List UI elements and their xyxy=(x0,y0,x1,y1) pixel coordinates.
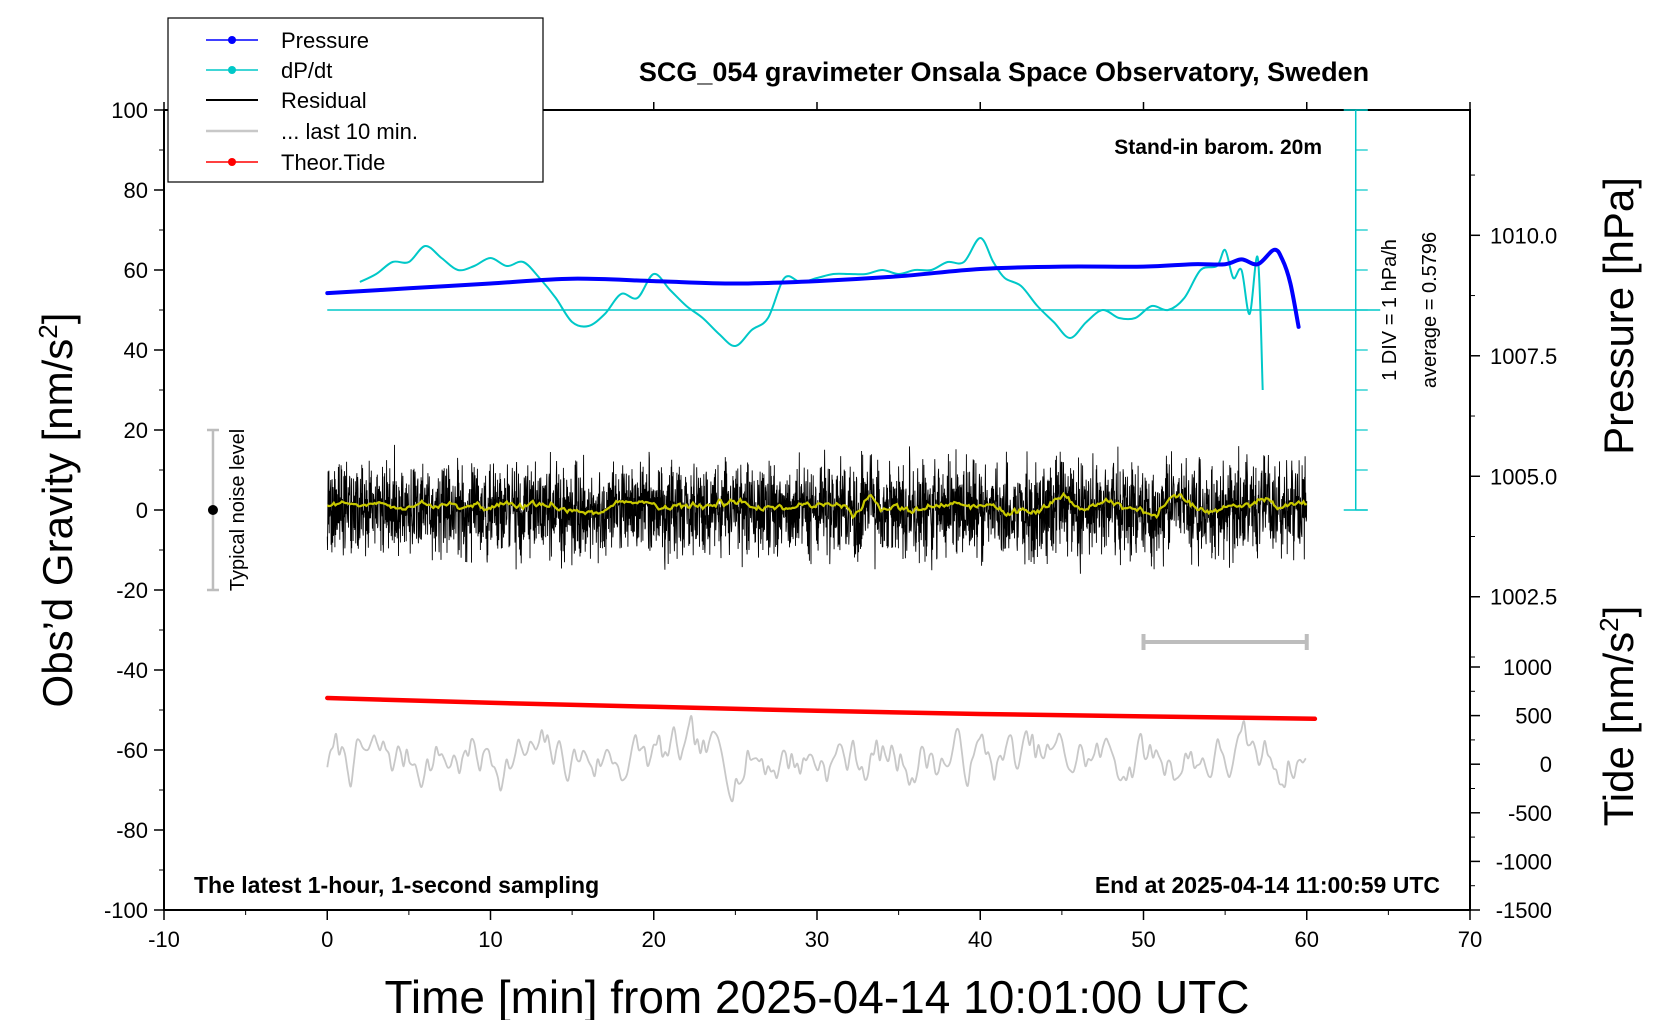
y-axis-label-pressure: Pressure [hPa] xyxy=(1595,177,1642,455)
legend-marker-dpdt xyxy=(228,66,236,74)
legend: Pressure dP/dt Residual ... last 10 min.… xyxy=(167,17,544,183)
tide-axis-ticks: -1500 -1000 -500 0 500 1000 xyxy=(1470,655,1552,923)
x-tick-label: 30 xyxy=(805,927,829,952)
tide-tick-label: -1000 xyxy=(1496,849,1552,874)
y-axis-label-left: Obs’d Gravity [nm/s2] xyxy=(33,313,81,708)
x-tick-label: 20 xyxy=(642,927,666,952)
legend-item-residual: Residual xyxy=(206,88,367,113)
residual-line xyxy=(326,444,1308,574)
legend-label-last-10-min: ... last 10 min. xyxy=(281,119,418,144)
y-tick-label: 100 xyxy=(111,98,148,123)
legend-item-last-10-min: ... last 10 min. xyxy=(206,119,418,144)
y-tick-label: 0 xyxy=(136,498,148,523)
y-axis-label-tide: Tide [nm/s2] xyxy=(1594,606,1642,827)
y-tick-label: -60 xyxy=(116,738,148,763)
legend-marker-theor-tide xyxy=(228,158,236,166)
tide-tick-label: 500 xyxy=(1515,704,1552,729)
noise-level-note: Typical noise level xyxy=(227,429,249,591)
tide-tick-label: 0 xyxy=(1540,752,1552,777)
residual-smoothed-line xyxy=(326,491,1307,520)
stand-in-barometer-note: Stand-in barom. 20m xyxy=(1114,136,1322,159)
legend-item-pressure: Pressure xyxy=(206,28,369,53)
theoretical-tide-series xyxy=(325,695,1318,722)
tide-tick-label: -500 xyxy=(1508,801,1552,826)
pressure-tick-label: 1002.5 xyxy=(1490,585,1557,610)
legend-label-dpdt: dP/dt xyxy=(281,58,332,83)
pressure-tick-label: 1010.0 xyxy=(1490,223,1557,248)
chart-title: SCG_054 gravimeter Onsala Space Observat… xyxy=(639,57,1369,87)
y-axis-ticks: -100 -80 -60 -40 -20 0 20 40 60 80 100 xyxy=(104,98,164,923)
pressure-axis-ticks: 1002.5 1005.0 1007.5 1010.0 xyxy=(1470,174,1557,658)
y-tick-label: -20 xyxy=(116,578,148,603)
y-tick-label: -80 xyxy=(116,818,148,843)
x-tick-label: 60 xyxy=(1295,927,1319,952)
ten-minute-bar xyxy=(1141,634,1309,650)
x-tick-label: 40 xyxy=(968,927,992,952)
last-10-min-series xyxy=(326,715,1307,803)
pressure-tick-label: 1005.0 xyxy=(1490,464,1557,489)
theoretical-tide-line xyxy=(325,695,1318,722)
end-time-note: End at 2025-04-14 11:00:59 UTC xyxy=(1095,872,1440,898)
noise-level-bar xyxy=(206,428,219,592)
dpdt-line xyxy=(359,236,1264,391)
pressure-line xyxy=(325,247,1301,329)
x-axis-ticks: -10 0 10 20 30 40 50 60 70 xyxy=(148,102,1482,952)
legend-label-pressure: Pressure xyxy=(281,28,369,53)
dpdt-average-note: average = 0.5796 xyxy=(1419,232,1441,388)
tide-tick-label: -1500 xyxy=(1496,898,1552,923)
legend-item-theor-tide: Theor.Tide xyxy=(206,150,385,175)
legend-label-theor-tide: Theor.Tide xyxy=(281,150,385,175)
pressure-series xyxy=(325,247,1301,329)
x-tick-label: -10 xyxy=(148,927,180,952)
y-tick-label: 40 xyxy=(124,338,148,363)
legend-label-residual: Residual xyxy=(281,88,367,113)
residual-series xyxy=(326,444,1308,574)
x-tick-label: 70 xyxy=(1458,927,1482,952)
dpdt-scale xyxy=(1343,109,1368,511)
legend-marker-pressure xyxy=(228,36,236,44)
y-tick-label: 60 xyxy=(124,258,148,283)
x-tick-label: 0 xyxy=(321,927,333,952)
last-10-min-line xyxy=(326,715,1307,803)
tide-tick-label: 1000 xyxy=(1503,655,1552,680)
y-tick-label: -40 xyxy=(116,658,148,683)
legend-item-dpdt: dP/dt xyxy=(206,58,332,83)
latest-sampling-note: The latest 1-hour, 1-second sampling xyxy=(194,872,599,898)
dpdt-div-note: 1 DIV = 1 hPa/h xyxy=(1379,239,1401,381)
y-tick-label: 20 xyxy=(124,418,148,443)
x-tick-label: 10 xyxy=(478,927,502,952)
y-tick-label: 80 xyxy=(124,178,148,203)
dpdt-series xyxy=(327,236,1381,391)
residual-smoothed-series xyxy=(326,491,1307,520)
x-tick-label: 50 xyxy=(1131,927,1155,952)
y-tick-label: -100 xyxy=(104,898,148,923)
x-axis-label: Time [min] from 2025-04-14 10:01:00 UTC xyxy=(385,971,1250,1020)
noise-bar-center xyxy=(207,505,218,515)
pressure-tick-label: 1007.5 xyxy=(1490,344,1557,369)
